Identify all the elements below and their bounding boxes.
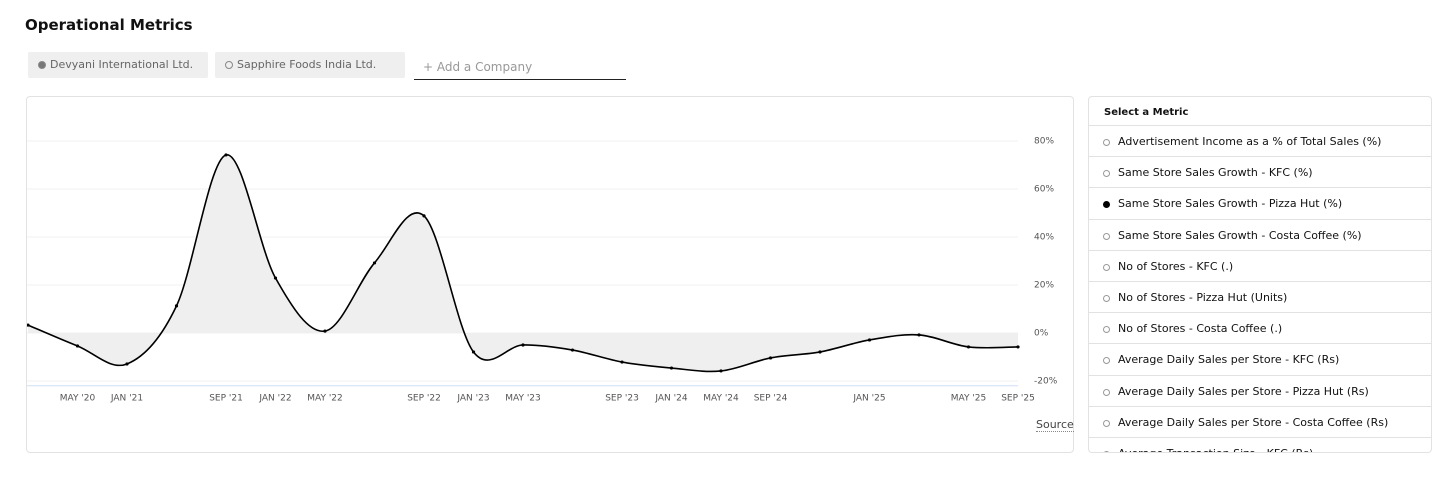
radio bbox=[1103, 294, 1110, 302]
metric-option[interactable]: Same Store Sales Growth - Pizza Hut (%) bbox=[1089, 188, 1431, 220]
x-tick-label: JAN '24 bbox=[654, 393, 687, 403]
radio bbox=[1103, 357, 1110, 365]
point bbox=[372, 261, 377, 265]
metric-panel: Select a Metric Advertisement Income as … bbox=[1088, 96, 1432, 453]
metric-option[interactable]: Same Store Sales Growth - Costa Coffee (… bbox=[1089, 220, 1431, 251]
metric-label: Advertisement Income as a % of Total Sal… bbox=[1118, 135, 1382, 148]
x-tick-label: MAY '20 bbox=[60, 393, 96, 403]
y-tick-label: 20% bbox=[1034, 281, 1054, 291]
radio bbox=[1103, 170, 1110, 178]
x-tick-label: SEP '22 bbox=[407, 393, 441, 403]
x-tick-label: SEP '24 bbox=[754, 393, 788, 403]
y-tick-label: -20% bbox=[1034, 377, 1058, 387]
point bbox=[719, 369, 723, 373]
chip-dot bbox=[38, 61, 46, 69]
radio bbox=[1103, 139, 1110, 146]
point bbox=[422, 214, 426, 218]
point bbox=[867, 338, 872, 342]
point bbox=[125, 362, 129, 366]
metric-option[interactable]: No of Stores - Costa Coffee (.) bbox=[1089, 313, 1431, 345]
metric-label: Average Daily Sales per Store - Costa Co… bbox=[1118, 415, 1389, 429]
metric-label: Same Store Sales Growth - KFC (%) bbox=[1118, 166, 1313, 180]
metric-list: Advertisement Income as a % of Total Sal… bbox=[1089, 126, 1431, 452]
company-name: Sapphire Foods India Ltd. bbox=[237, 58, 377, 71]
point bbox=[323, 329, 327, 333]
x-tick-label: JAN '23 bbox=[456, 393, 489, 403]
y-tick-label: 80% bbox=[1034, 137, 1054, 147]
point bbox=[818, 350, 822, 354]
point bbox=[521, 343, 525, 347]
chip-dot bbox=[225, 61, 233, 69]
chart-card: -20% 0% 20% 40% 60% 80% MAY '20 JAN '21 SEP '21 J… bbox=[26, 96, 1074, 453]
y-tick-label: 40% bbox=[1034, 233, 1054, 243]
x-tick-label: MAY '23 bbox=[505, 393, 541, 403]
radio bbox=[1103, 326, 1110, 334]
x-tick-label: MAY '24 bbox=[703, 393, 739, 403]
point bbox=[471, 350, 476, 354]
company-name: Devyani International Ltd. bbox=[50, 58, 194, 71]
add-company-input[interactable]: + Add a Company bbox=[414, 54, 626, 80]
metric-option[interactable]: Average Daily Sales per Store - Costa Co… bbox=[1089, 407, 1431, 438]
chart: -20% 0% 20% 40% 60% 80% MAY '20 JAN '21 SEP '21 J… bbox=[27, 137, 1058, 403]
x-tick-label: JAN '21 bbox=[110, 393, 143, 403]
radio bbox=[1103, 263, 1110, 271]
metric-option[interactable]: Same Store Sales Growth - KFC (%) bbox=[1089, 157, 1431, 189]
x-tick-label: MAY '22 bbox=[307, 393, 343, 403]
point bbox=[273, 276, 278, 280]
metric-option[interactable]: Average Daily Sales per Store - KFC (Rs) bbox=[1089, 344, 1431, 376]
metric-label: Average Transaction Size - KFC (Rs) bbox=[1118, 447, 1313, 452]
metric-option[interactable]: Advertisement Income as a % of Total Sal… bbox=[1089, 126, 1431, 158]
metric-label: No of Stores - Costa Coffee (.) bbox=[1118, 322, 1283, 336]
x-tick-label: MAY '25 bbox=[951, 393, 987, 403]
metric-label: Same Store Sales Growth - Pizza Hut (%) bbox=[1118, 197, 1343, 211]
point bbox=[224, 153, 228, 157]
point bbox=[174, 304, 179, 308]
metric-option[interactable]: No of Stores - KFC (.) bbox=[1089, 251, 1431, 282]
point bbox=[669, 366, 674, 370]
point bbox=[1016, 345, 1020, 349]
radio bbox=[1103, 388, 1110, 396]
metric-option[interactable]: Average Daily Sales per Store - Pizza Hu… bbox=[1089, 376, 1431, 407]
y-tick-label: 60% bbox=[1034, 185, 1054, 195]
metric-label: Average Daily Sales per Store - KFC (Rs) bbox=[1118, 353, 1340, 367]
x-tick-label: SEP '21 bbox=[209, 393, 243, 403]
metric-label: Average Daily Sales per Store - Pizza Hu… bbox=[1118, 384, 1369, 398]
point bbox=[966, 345, 971, 349]
point bbox=[75, 344, 80, 348]
x-tick-label: SEP '23 bbox=[605, 393, 639, 403]
radio bbox=[1103, 201, 1110, 209]
point bbox=[570, 348, 575, 352]
metric-label: No of Stores - Pizza Hut (Units) bbox=[1118, 290, 1288, 304]
x-tick-label: JAN '22 bbox=[258, 393, 291, 403]
radio bbox=[1103, 419, 1110, 427]
metric-option[interactable]: No of Stores - Pizza Hut (Units) bbox=[1089, 282, 1431, 314]
radio bbox=[1103, 450, 1110, 452]
source-link[interactable]: Source bbox=[1036, 418, 1074, 432]
area bbox=[28, 154, 1018, 372]
radio bbox=[1103, 232, 1110, 240]
point bbox=[27, 323, 30, 327]
point bbox=[620, 360, 624, 364]
point bbox=[917, 333, 921, 337]
y-tick-label: 0% bbox=[1034, 329, 1049, 339]
page-title: Operational Metrics bbox=[25, 16, 193, 34]
metric-option[interactable]: Average Transaction Size - KFC (Rs) bbox=[1089, 438, 1431, 452]
company-chip[interactable]: Devyani International Ltd. bbox=[28, 52, 208, 78]
company-chip[interactable]: Sapphire Foods India Ltd. bbox=[215, 52, 405, 78]
x-tick-label: JAN '25 bbox=[852, 393, 885, 403]
panel-title: Select a Metric bbox=[1089, 97, 1431, 126]
metric-label: No of Stores - KFC (.) bbox=[1118, 259, 1234, 273]
point bbox=[768, 356, 773, 360]
x-tick-label: SEP '25 bbox=[1001, 393, 1035, 403]
metric-label: Same Store Sales Growth - Costa Coffee (… bbox=[1118, 228, 1362, 242]
